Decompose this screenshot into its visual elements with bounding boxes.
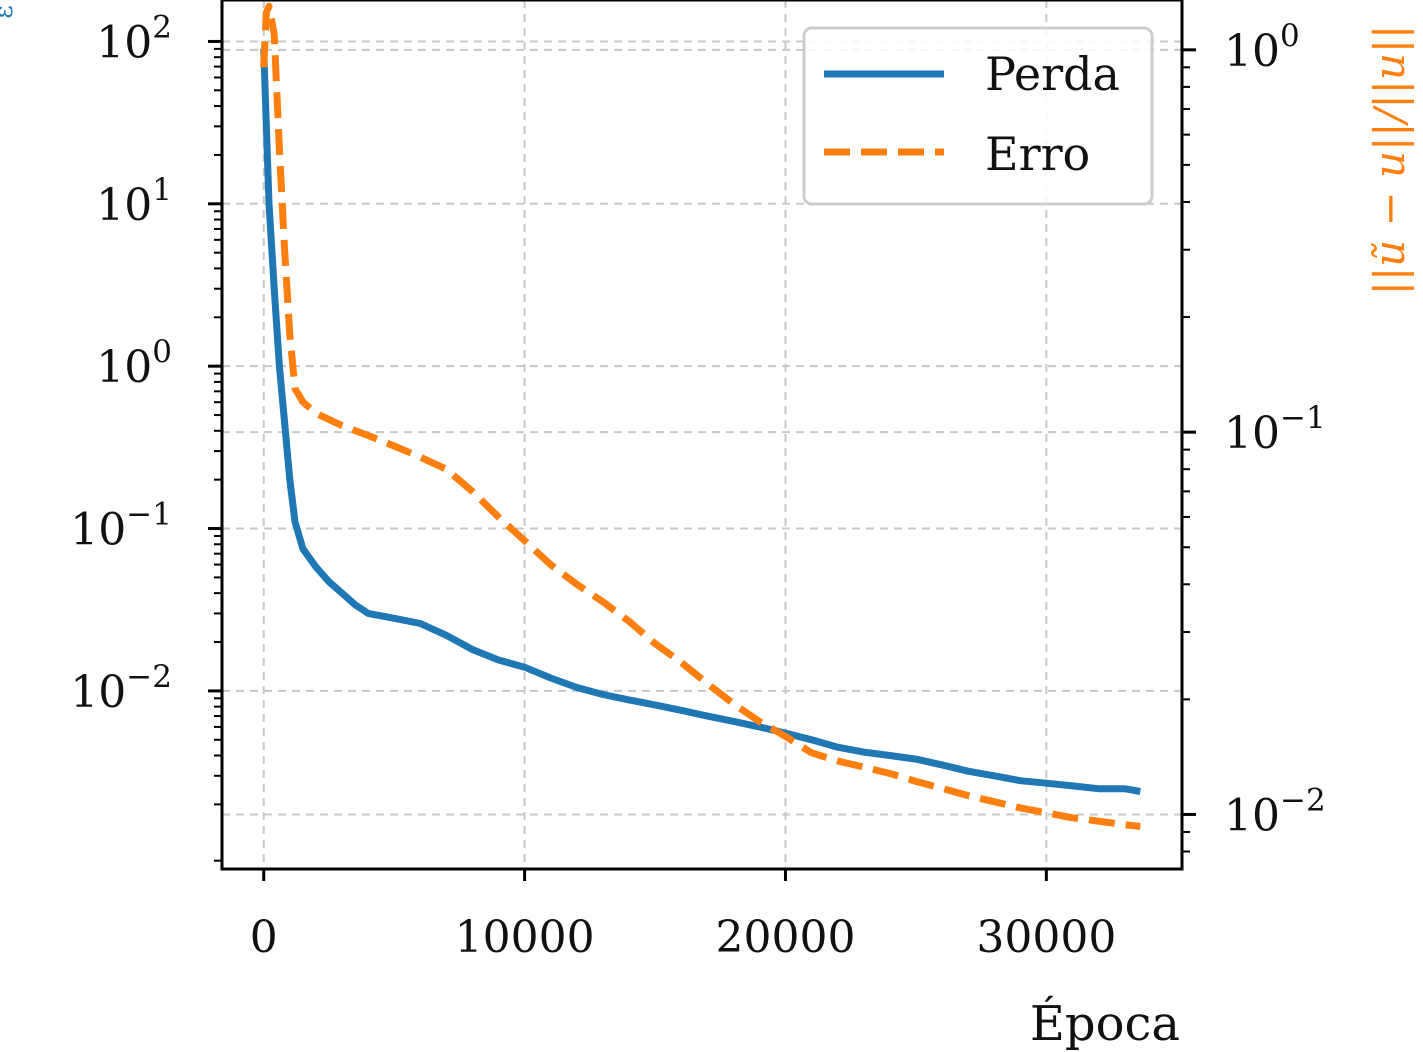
y-right-tick-label: 100 xyxy=(1224,18,1300,77)
y-right-tick-label: 10−1 xyxy=(1224,400,1326,459)
series-line-perda xyxy=(260,48,1141,795)
y-left-tick-label: 101 xyxy=(96,172,172,231)
legend-label-erro: Erro xyxy=(985,127,1090,181)
x-tick-label: 0 xyxy=(250,912,278,963)
y-left-tick-label: 102 xyxy=(96,9,172,68)
x-tick-label: 20000 xyxy=(715,912,855,963)
y-left-tick-label: 10−1 xyxy=(70,497,172,556)
x-axis-title: Época xyxy=(1030,995,1180,1052)
plot-frame xyxy=(220,0,1184,871)
legend: Perda Erro xyxy=(802,26,1154,206)
y-axis-left-title: ε xyxy=(0,5,19,18)
x-tick-label: 30000 xyxy=(976,912,1116,963)
y-left-tick-label: 10−2 xyxy=(70,659,172,718)
y-axis-right: 100 10−1 10−2 xyxy=(1182,18,1326,853)
x-axis: 0 10000 20000 30000 xyxy=(250,869,1116,963)
y-left-tick-label: 100 xyxy=(96,334,172,393)
legend-label-perda: Perda xyxy=(985,47,1120,101)
x-tick-label: 10000 xyxy=(455,912,595,963)
plot-area xyxy=(260,2,1141,830)
y-axis-right-title: ||ũ − u||/||u|| xyxy=(1365,25,1414,295)
y-right-tick-label: 10−2 xyxy=(1224,782,1326,841)
y-axis-left: 102 101 100 10−1 10−2 xyxy=(70,9,222,862)
